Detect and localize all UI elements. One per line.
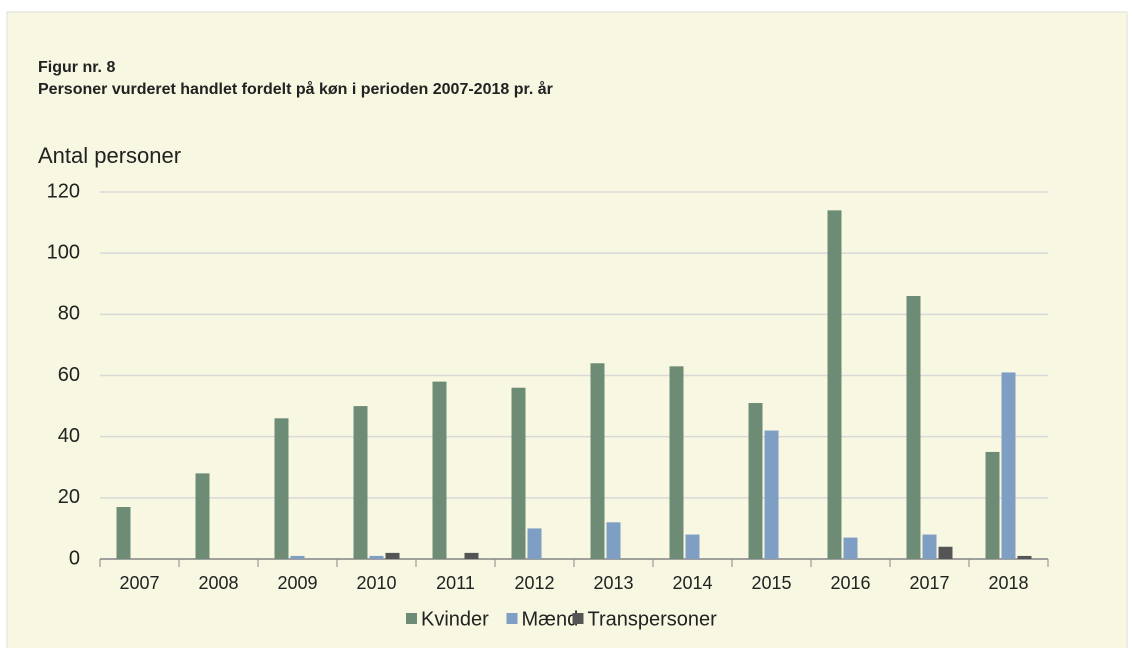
x-tick-label: 2011 [436,573,475,593]
legend-label: Kvinder [421,608,489,630]
y-tick-label: 80 [58,303,80,325]
x-tick-label: 2018 [988,573,1028,593]
bar [938,546,953,559]
y-tick-label: 60 [58,364,80,386]
bar [606,522,621,559]
legend-label: Mænd [522,608,579,630]
bar [290,555,305,559]
chart-subtitle: Personer vurderet handlet fordelt på køn… [38,80,553,98]
bar [922,534,937,559]
bar [464,552,479,559]
y-tick-label: 100 [47,241,80,263]
y-axis-label: Antal personer [38,143,181,168]
bar [195,473,210,559]
bar [827,210,842,559]
x-tick-label: 2007 [119,573,159,593]
bar [116,507,131,559]
x-tick-label: 2009 [277,573,317,593]
y-tick-label: 120 [47,180,80,202]
bar [353,406,368,559]
x-tick-label: 2017 [909,573,949,593]
x-tick-label: 2010 [356,573,396,593]
bar [764,430,779,559]
y-tick-label: 40 [58,425,80,447]
y-tick-label: 20 [58,486,80,508]
chart-title: Figur nr. 8 [38,59,115,76]
bar [369,555,384,559]
x-tick-label: 2014 [672,573,712,593]
bar [685,534,700,559]
legend-swatch [406,613,417,624]
x-tick-label: 2013 [593,573,633,593]
legend-label: Transpersoner [588,608,718,630]
bar [385,552,400,559]
x-tick-label: 2008 [198,573,238,593]
bar [590,363,605,559]
bar [748,403,763,559]
x-tick-label: 2012 [514,573,554,593]
bar [985,451,1000,559]
y-tick-label: 0 [69,547,80,569]
bar [1001,372,1016,559]
bar [906,295,921,559]
bar [1017,555,1032,559]
bar [527,528,542,559]
bar [274,418,289,559]
chart-background [6,11,1128,648]
bar [669,366,684,559]
x-tick-label: 2015 [751,573,791,593]
legend-swatch [506,613,518,624]
bar [511,387,526,559]
legend-swatch [572,613,584,624]
bar [432,381,447,559]
x-tick-label: 2016 [830,573,870,593]
bar [843,537,858,559]
